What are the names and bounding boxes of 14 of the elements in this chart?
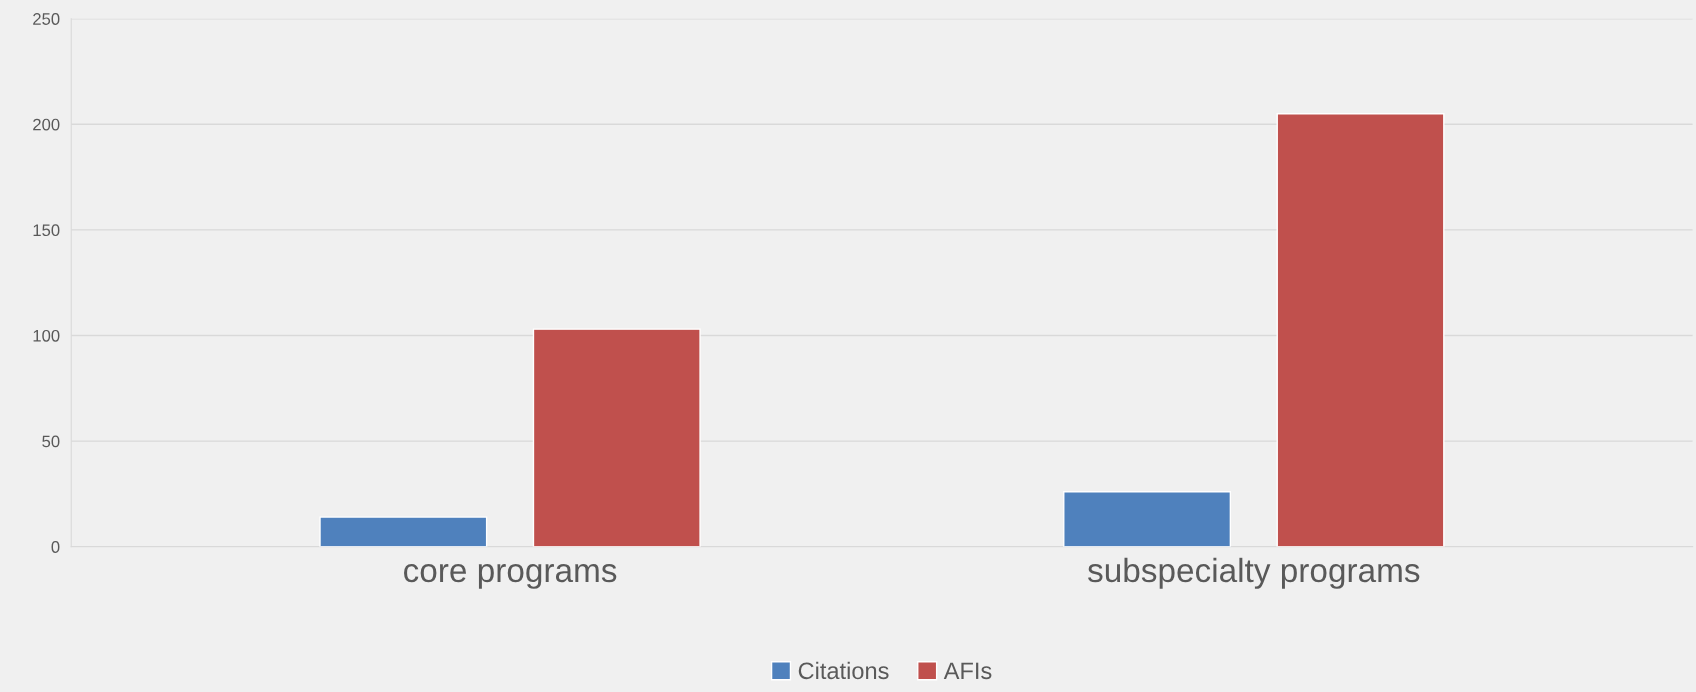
x-tick-label: subspecialty programs xyxy=(1087,557,1420,589)
legend-label: AFIs xyxy=(943,662,992,680)
y-tick-label: 100 xyxy=(33,329,60,342)
bar xyxy=(532,328,701,547)
y-tick-label: 150 xyxy=(33,224,60,237)
y-tick-label: 200 xyxy=(33,118,60,131)
x-tick-label: core programs xyxy=(404,564,617,589)
y-tick-label: 50 xyxy=(42,435,60,448)
bar xyxy=(1276,113,1445,547)
bar xyxy=(1063,491,1232,547)
y-tick-label: 0 xyxy=(51,541,60,553)
y-tick-label: 250 xyxy=(33,13,60,25)
legend-label: Citations xyxy=(798,661,889,680)
bar xyxy=(319,516,488,547)
